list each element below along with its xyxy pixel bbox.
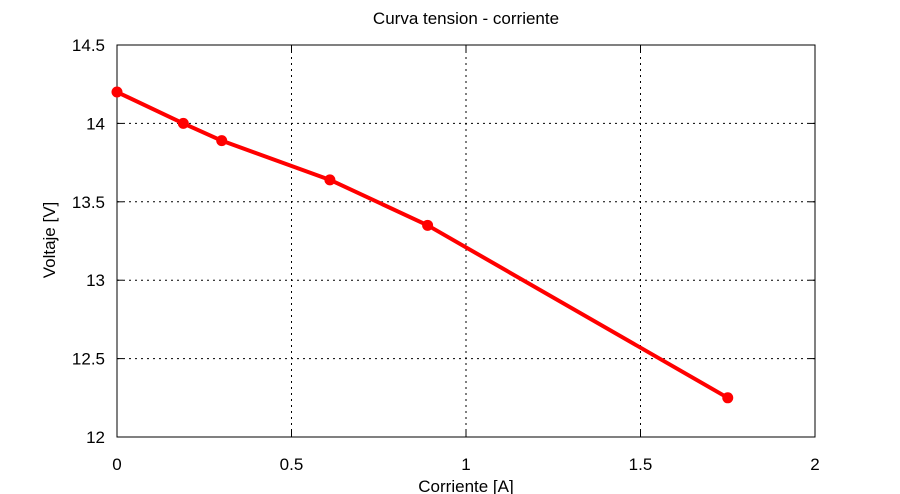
y-tick-label: 14.5: [72, 36, 105, 55]
series-line: [115, 90, 730, 400]
x-tick-label: 1: [461, 455, 470, 474]
data-point: [722, 392, 734, 404]
data-point: [177, 117, 189, 129]
x-tick-label: 1.5: [629, 455, 653, 474]
plot-frame: [116, 44, 816, 438]
data-point: [111, 86, 123, 98]
chart-title: Curva tension - corriente: [373, 9, 559, 28]
x-tick-label: 0.5: [280, 455, 304, 474]
series-layer: [111, 86, 734, 404]
y-tick-label: 12.5: [72, 350, 105, 369]
grid-layer: [117, 45, 815, 437]
y-tick-label: 12: [86, 428, 105, 447]
y-tick-label: 13: [86, 271, 105, 290]
data-point: [216, 135, 228, 147]
y-tick-label: 13.5: [72, 193, 105, 212]
y-tick-label: 14: [86, 114, 105, 133]
x-axis-label: Corriente [A]: [418, 477, 513, 494]
data-point: [422, 219, 434, 231]
x-tick-label: 0: [112, 455, 121, 474]
y-axis-label: Voltaje [V]: [40, 202, 59, 279]
data-point: [324, 174, 336, 186]
x-tick-label: 2: [810, 455, 819, 474]
axis-ticks: 0 0.5 1 1.5 2 12 12.5 13 13.5 14 14.5: [72, 36, 820, 474]
